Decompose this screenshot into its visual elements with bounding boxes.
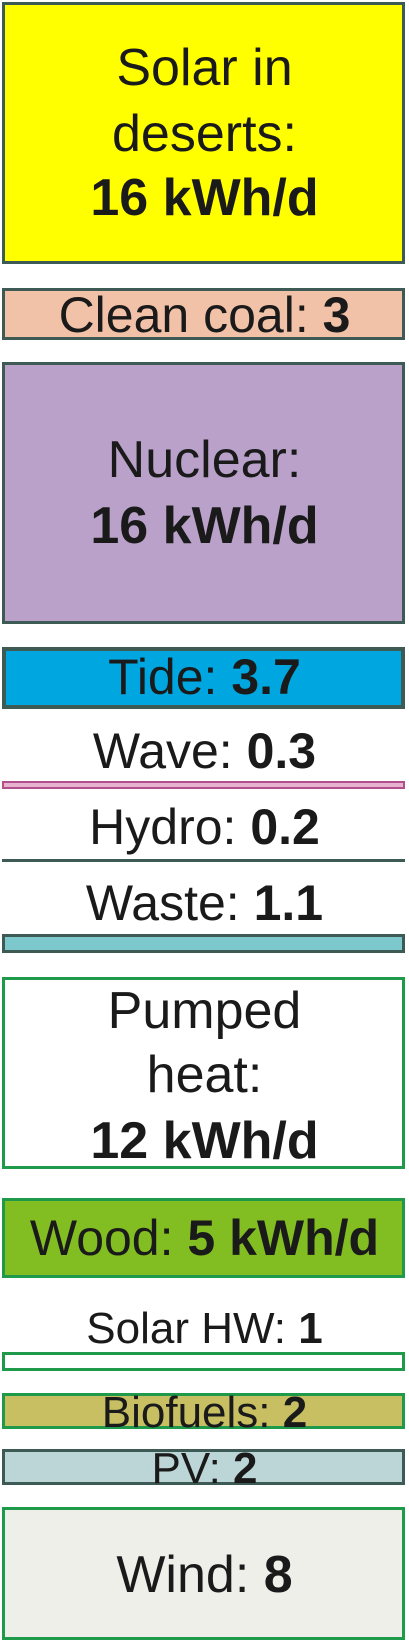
hydro-bar <box>2 859 405 862</box>
biofuels-label: Biofuels: 2 <box>101 1388 308 1437</box>
wood-label: Wood: 5 kWh/d <box>29 1210 380 1266</box>
solar-deserts-label: Solar in <box>116 39 293 97</box>
waste-bar <box>2 934 405 953</box>
pumped-heat-value: 12 kWh/d <box>90 1112 319 1170</box>
solar-hw-label: Solar HW: 1 <box>86 1304 323 1353</box>
hydro-label: Hydro: 0.2 <box>89 799 320 855</box>
tide-label: Tide: 3.7 <box>108 649 301 705</box>
solar-deserts-label-2: deserts: <box>112 105 297 163</box>
pv-label: PV: 2 <box>151 1444 258 1493</box>
nuclear-label: Nuclear: <box>107 431 302 489</box>
wave-bar <box>2 781 405 789</box>
solar-deserts-value: 16 kWh/d <box>90 169 319 227</box>
solar-hw-bar <box>2 1352 405 1371</box>
wood-block <box>2 1198 405 1278</box>
biofuels-block <box>2 1393 405 1429</box>
pv-block <box>2 1449 405 1485</box>
waste-label: Waste: 1.1 <box>85 875 324 931</box>
clean-coal-label: Clean coal: 3 <box>58 287 351 343</box>
tide-block <box>2 647 405 709</box>
wave-label: Wave: 0.3 <box>92 723 317 779</box>
pumped-heat-label: Pumped <box>107 982 302 1040</box>
nuclear-block <box>2 362 405 624</box>
clean-coal-block <box>2 288 405 340</box>
pumped-heat-label-2: heat: <box>146 1046 263 1104</box>
pumped-heat-block <box>2 977 405 1169</box>
nuclear-value: 16 kWh/d <box>90 497 319 555</box>
wind-label: Wind: 8 <box>116 1546 293 1604</box>
solar-deserts-block <box>2 2 405 264</box>
wind-block <box>2 1507 405 1640</box>
